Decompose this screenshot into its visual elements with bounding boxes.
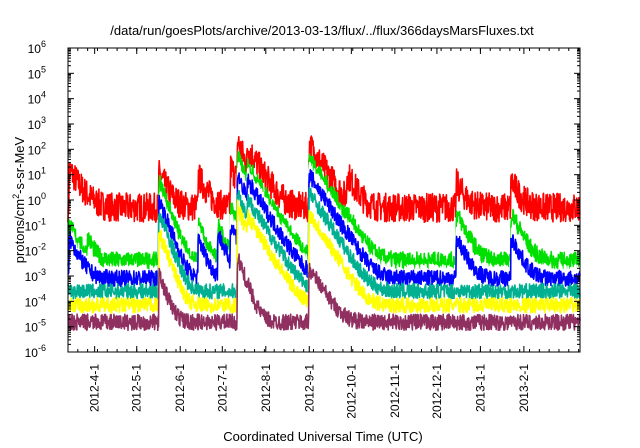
- y-tick-base: 10: [25, 346, 39, 360]
- series-line-1: [67, 135, 581, 223]
- x-tick-label-1: 2012-5-1: [130, 364, 144, 412]
- y-axis: 10-610-510-410-310-210-11001011021031041…: [25, 39, 580, 360]
- y-tick-exp: 2: [41, 140, 46, 150]
- x-tick-label-9: 2013-1-1: [473, 364, 487, 412]
- y-axis-label: protons/cm2-s-sr-MeV: [11, 136, 27, 263]
- x-tick-label-5: 2012-9-1: [302, 364, 316, 412]
- y-tick-label-5: 10-1: [25, 216, 46, 233]
- y-tick-base: 10: [28, 118, 42, 132]
- x-tick-label-2: 2012-6-1: [173, 364, 187, 412]
- series-line-2: [67, 150, 581, 271]
- x-tick-label-10: 2013-2-1: [517, 364, 531, 412]
- x-tick-label-6: 2012-10-1: [344, 364, 358, 419]
- y-tick-base: 10: [28, 143, 42, 157]
- y-tick-exp: 5: [41, 64, 46, 74]
- plot-series: [67, 135, 581, 332]
- y-tick-base: 10: [28, 93, 42, 107]
- y-axis-label-sup: 2: [11, 194, 21, 199]
- y-tick-exp: 3: [41, 115, 46, 125]
- y-tick-label-10: 104: [28, 90, 46, 107]
- y-tick-label-0: 10-6: [25, 343, 46, 360]
- y-tick-base: 10: [25, 219, 39, 233]
- x-tick-label-4: 2012-8-1: [259, 364, 273, 412]
- series-line-4: [67, 169, 581, 288]
- y-tick-base: 10: [28, 42, 42, 56]
- x-tick-label-0: 2012-4-1: [88, 364, 102, 412]
- y-tick-label-11: 105: [28, 64, 46, 81]
- y-tick-exp: 6: [41, 39, 46, 49]
- y-axis-label-rest: -s-sr-MeV: [12, 136, 27, 193]
- chart-title: /data/run/goesPlots/archive/2013-03-13/f…: [110, 23, 534, 38]
- y-tick-label-4: 10-2: [25, 242, 46, 259]
- y-tick-label-2: 10-4: [25, 292, 46, 309]
- series-line-7: [67, 253, 581, 332]
- y-tick-exp: -2: [38, 242, 46, 252]
- y-tick-exp: -4: [38, 292, 46, 302]
- y-tick-base: 10: [28, 194, 42, 208]
- series-line-6: [67, 199, 581, 314]
- x-tick-label-7: 2012-11-1: [388, 364, 402, 418]
- y-tick-label-6: 100: [28, 191, 46, 208]
- series-line-5: [67, 187, 581, 300]
- y-tick-label-9: 103: [28, 115, 46, 132]
- y-tick-base: 10: [25, 270, 39, 284]
- y-tick-base: 10: [25, 245, 39, 259]
- y-tick-label-12: 106: [28, 39, 46, 56]
- y-tick-label-7: 101: [28, 166, 46, 183]
- x-tick-label-8: 2012-12-1: [430, 364, 444, 419]
- y-tick-base: 10: [28, 169, 42, 183]
- x-axis: 2012-4-1 2012-5-1 2012-6-1 2012-7-1 2012-8-1…: [67, 48, 580, 419]
- y-tick-label-1: 10-5: [25, 318, 46, 335]
- y-tick-exp: -5: [38, 318, 46, 328]
- y-tick-base: 10: [25, 295, 39, 309]
- y-tick-exp: -3: [38, 267, 46, 277]
- y-tick-exp: -6: [38, 343, 46, 353]
- y-tick-exp: -1: [38, 216, 46, 226]
- y-tick-exp: 0: [41, 191, 46, 201]
- y-tick-exp: 4: [41, 90, 46, 100]
- y-tick-base: 10: [25, 321, 39, 335]
- y-tick-label-3: 10-3: [25, 267, 46, 284]
- y-tick-label-8: 102: [28, 140, 46, 157]
- y-tick-base: 10: [28, 67, 42, 81]
- y-axis-label-main: protons/cm: [12, 199, 27, 263]
- x-axis-label: Coordinated Universal Time (UTC): [223, 429, 422, 444]
- x-tick-label-3: 2012-7-1: [215, 364, 229, 412]
- y-tick-exp: 1: [41, 166, 46, 176]
